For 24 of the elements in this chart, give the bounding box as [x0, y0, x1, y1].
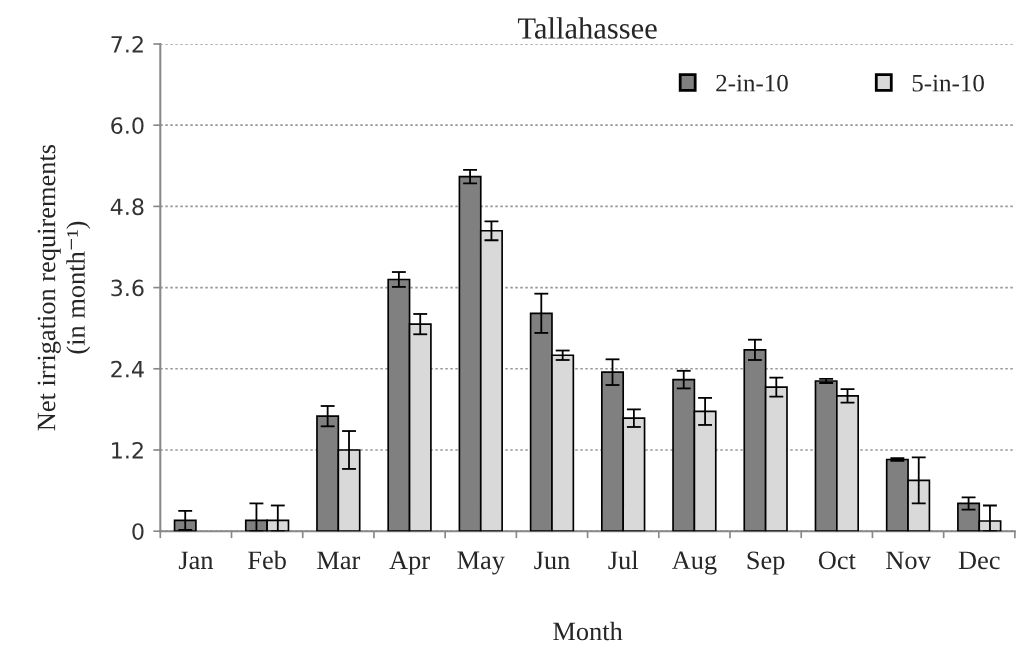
y-tick-label: 6.0 [111, 117, 144, 134]
y-tick-label: 2.4 [111, 360, 144, 378]
x-tick-label: Jun [534, 551, 570, 570]
x-tick-label: Aug [671, 551, 717, 575]
x-tick-label: Mar [317, 551, 361, 570]
x-tick-label: Sep [747, 551, 785, 575]
x-tick-label: May [457, 551, 505, 575]
x-tick-label: Oct [818, 551, 856, 570]
y-tick-label: 3.6 [111, 279, 144, 297]
x-tick-label: Apr [389, 551, 430, 575]
x-tick-label: Feb [248, 550, 286, 570]
x-tick-label: Dec [958, 551, 1000, 570]
legend-label: 2-in-10 [716, 74, 788, 92]
x-axis-title: Month [553, 621, 623, 641]
legend-label: 5-in-10 [912, 74, 984, 92]
y-axis-title: Net irrigation requirements (in month⁻¹) [37, 144, 91, 431]
x-tick-label: Jan [178, 551, 214, 570]
y-tick-label: 1.2 [112, 441, 143, 459]
y-tick-label: 4.8 [110, 198, 144, 216]
x-tick-label: Nov [886, 551, 931, 570]
y-tick-label: 7.2 [111, 35, 143, 53]
chart-title: Tallahassee [517, 17, 657, 39]
y-tick-label: 0 [132, 523, 144, 540]
x-tick-label: Jul [608, 550, 639, 570]
